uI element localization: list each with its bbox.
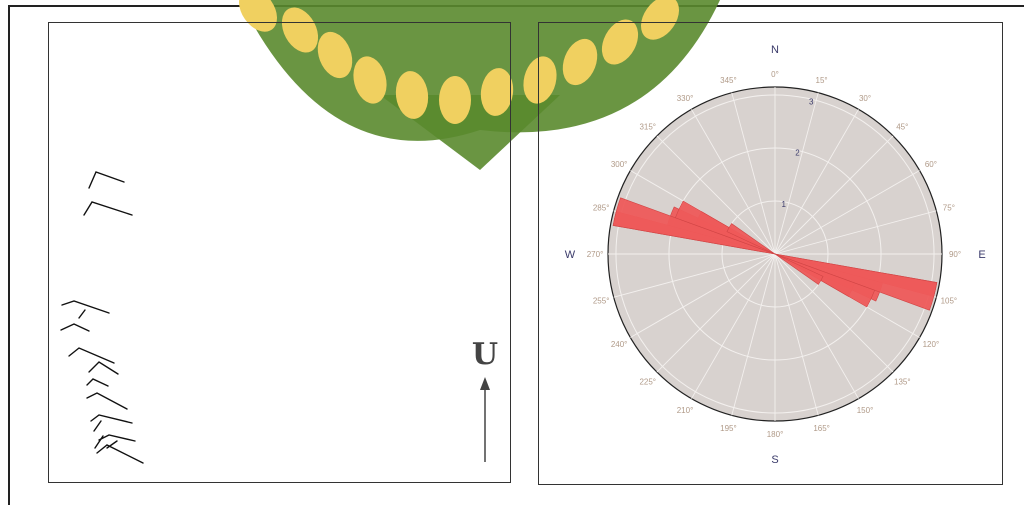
angle-tick-label: 135° [894, 377, 911, 386]
angle-tick-label: 210° [677, 406, 694, 415]
angular-grid-line [774, 253, 859, 399]
fracture-line [60, 323, 90, 332]
angle-tick-label: 330° [677, 94, 694, 103]
angle-tick-label: 120° [923, 340, 940, 349]
fracture-line [88, 361, 119, 375]
radial-tick-label: 2 [795, 149, 800, 158]
fracture-line [98, 434, 136, 442]
rose-diagram-panel: 0° 15° 30° 45° 60° 75° 90° 105° 120° 135° 150° 165°… [538, 22, 1003, 485]
angle-tick-label: 225° [639, 377, 656, 386]
fracture-line [93, 420, 102, 432]
angle-tick-label: 345° [720, 76, 737, 85]
angular-grid-line [774, 135, 894, 255]
angle-tick-label: 15° [816, 76, 828, 85]
angle-tick-label: 150° [857, 406, 874, 415]
angular-grid-line [613, 253, 776, 298]
cardinal-label-w: W [565, 249, 576, 261]
radial-tick-label: 3 [809, 97, 814, 106]
angle-tick-label: 180° [767, 430, 784, 439]
angle-tick-label: 240° [611, 340, 628, 349]
rose-petal [774, 253, 938, 311]
radial-tick-label: 1 [781, 200, 786, 209]
rose-petal [774, 253, 824, 285]
cardinal-label-n: N [771, 44, 779, 56]
cardinal-label-s: S [771, 454, 778, 466]
fracture-line [83, 201, 133, 216]
fracture-line [94, 435, 104, 449]
fracture-line [96, 444, 144, 464]
angle-tick-label: 30° [859, 94, 871, 103]
rose-diagram: 0° 15° 30° 45° 60° 75° 90° 105° 120° 135° 150° 165°… [565, 44, 986, 466]
angle-tick-label: 60° [925, 160, 937, 169]
angular-grid-line [656, 253, 776, 373]
fracture-line [106, 440, 118, 449]
angular-grid-line [691, 253, 776, 399]
angle-tick-label: 300° [611, 160, 628, 169]
cardinal-label-e: E [978, 249, 985, 261]
angle-tick-label: 195° [720, 424, 737, 433]
angle-tick-label: 0° [771, 70, 779, 79]
fracture-line [88, 171, 125, 189]
fracture-map-panel: U [48, 22, 511, 483]
fracture-line [61, 300, 110, 314]
angular-grid-line [731, 253, 776, 416]
angular-grid-line [774, 92, 819, 255]
angular-grid-line [774, 170, 920, 255]
angular-grid-line [731, 92, 776, 255]
angle-tick-label: 105° [941, 297, 958, 306]
angular-grid-line [656, 135, 776, 255]
fracture-line [68, 347, 115, 364]
angle-tick-label: 45° [896, 123, 908, 132]
fracture-lineament-map [60, 171, 490, 464]
angular-grid-line [774, 210, 937, 255]
angle-tick-label: 165° [813, 424, 830, 433]
fracture-line [86, 392, 128, 410]
fracture-line [78, 309, 86, 319]
angular-grid-line [774, 109, 859, 255]
fracture-lines [60, 171, 144, 464]
rose-petal [612, 197, 776, 255]
angle-tick-label: 90° [949, 250, 961, 259]
north-arrow-label: U [471, 337, 499, 372]
angle-tick-label: 315° [639, 123, 656, 132]
angle-tick-label: 255° [593, 297, 610, 306]
fracture-line [86, 378, 109, 387]
angular-grid-line [691, 109, 776, 255]
fracture-line [90, 414, 133, 424]
angular-grid-line [630, 253, 776, 338]
angular-grid-line [774, 253, 819, 416]
angle-tick-label: 75° [943, 203, 955, 212]
angle-tick-label: 270° [587, 250, 604, 259]
north-arrow-head [480, 377, 490, 390]
rose-petal [726, 223, 776, 255]
angle-tick-label: 285° [593, 203, 610, 212]
angular-grid-line [774, 253, 894, 373]
